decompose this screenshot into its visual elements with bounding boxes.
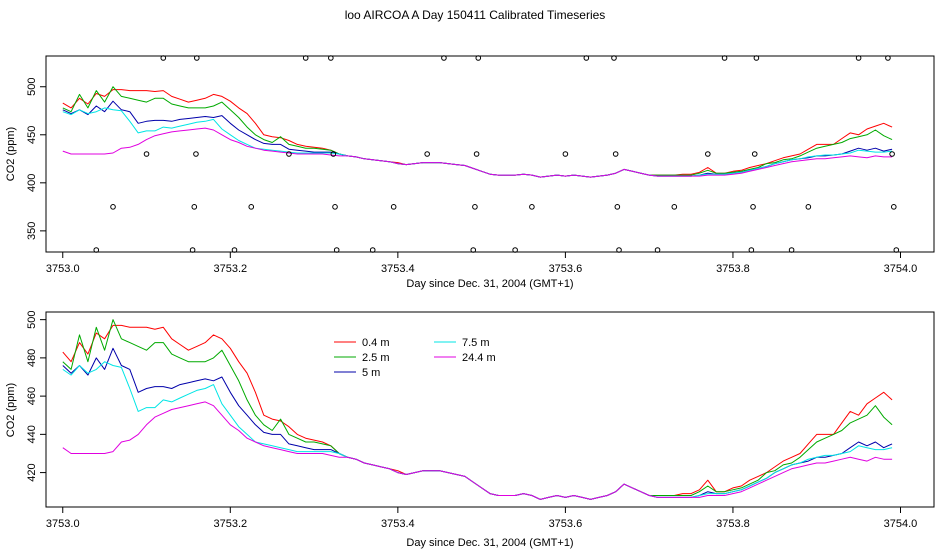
bottom-panel: 3753.0 3753.2 3753.4 3753.6 3753.8 3754.0 420 4… [5, 310, 935, 549]
top-marker-point [750, 204, 756, 210]
legend-label: 24.4 m [462, 352, 496, 364]
top-marker-point [390, 204, 397, 210]
top-x-tick-label: 3753.4 [381, 263, 415, 275]
top-plot-frame [45, 55, 935, 253]
bottom-axes-group: 3753.0 3753.2 3753.4 3753.6 3753.8 3754.0 420 4… [26, 310, 917, 530]
top-x-tick-label: 3753.2 [213, 263, 247, 275]
top-marker-point [328, 55, 334, 61]
top-marker-point [721, 55, 728, 61]
top-marker-point [424, 151, 430, 157]
top-y-tick-label: 500 [26, 78, 38, 96]
top-axes-group: 3753.0 3753.2 3753.4 3753.6 3753.8 3754.0 350 4… [26, 78, 917, 275]
bottom-x-tick-label: 3753.0 [46, 518, 80, 530]
bottom-y-axis-title: CO2 (ppm) [5, 383, 17, 437]
top-marker-point [110, 204, 116, 210]
top-marker-point [333, 247, 340, 253]
top-marker-point [441, 55, 447, 61]
top-x-tick-label: 3754.0 [884, 263, 918, 275]
top-marker-group [93, 55, 900, 253]
bottom-x-axis-title: Day since Dec. 31, 2004 (GMT+1) [406, 537, 573, 549]
top-marker-point [562, 151, 569, 157]
bottom-x-tick-label: 3753.6 [549, 518, 583, 530]
bottom-y-tick-label: 440 [26, 425, 38, 443]
top-marker-point [748, 247, 755, 253]
top-marker-point [751, 151, 758, 157]
bottom-series-group [62, 319, 893, 500]
top-y-tick-label: 450 [26, 126, 38, 144]
top-marker-point [671, 204, 678, 210]
top-marker-point [753, 55, 760, 61]
top-marker-point [248, 204, 255, 210]
top-marker-point [705, 151, 711, 157]
top-marker-point [369, 247, 376, 253]
top-marker-point [583, 55, 590, 61]
top-marker-point [470, 247, 477, 253]
top-marker-point [529, 204, 535, 210]
top-x-axis-title: Day since Dec. 31, 2004 (GMT+1) [406, 278, 573, 290]
top-series-group [62, 86, 893, 178]
top-x-tick-label: 3753.8 [716, 263, 750, 275]
top-marker-point [189, 247, 196, 253]
top-marker-point [889, 151, 895, 157]
top-marker-point [855, 55, 862, 61]
top-marker-point [472, 204, 478, 210]
legend: 0.4 m 2.5 m 5 m 7.5 m 24.4 m [334, 337, 496, 379]
top-x-tick-label: 3753.0 [46, 263, 80, 275]
bottom-x-tick-label: 3753.4 [381, 518, 415, 530]
bottom-y-tick-label: 500 [26, 310, 38, 328]
bottom-series-line-24-4-m [62, 401, 893, 500]
top-y-tick-label: 350 [26, 222, 38, 240]
top-marker-point [890, 204, 897, 210]
figure-title: loo AIRCOA A Day 150411 Calibrated Times… [345, 8, 606, 22]
top-marker-point [614, 204, 621, 210]
top-marker-point [611, 55, 617, 61]
top-marker-point [654, 247, 661, 253]
top-marker-point [330, 151, 337, 157]
legend-label: 5 m [362, 367, 380, 379]
top-marker-point [193, 55, 200, 61]
top-series-line-24-4-m [62, 127, 893, 178]
top-y-axis-title: CO2 (ppm) [5, 127, 17, 181]
legend-label: 7.5 m [462, 337, 490, 349]
top-marker-point [512, 247, 518, 253]
bottom-x-tick-label: 3753.2 [213, 518, 247, 530]
top-y-tick-label: 400 [26, 174, 38, 192]
legend-label: 0.4 m [362, 337, 390, 349]
legend-label: 2.5 m [362, 352, 390, 364]
top-marker-point [143, 151, 150, 157]
top-marker-point [788, 247, 795, 253]
top-marker-point [805, 204, 812, 210]
top-marker-point [332, 204, 338, 210]
bottom-plot-frame [45, 311, 935, 508]
top-marker-point [160, 55, 167, 61]
bottom-y-tick-label: 460 [26, 387, 38, 405]
top-marker-point [191, 204, 198, 210]
top-marker-point [302, 55, 309, 61]
top-marker-point [231, 247, 238, 253]
top-marker-point [612, 151, 619, 157]
top-x-tick-label: 3753.6 [549, 263, 583, 275]
top-marker-point [893, 247, 900, 253]
top-panel: 3753.0 3753.2 3753.4 3753.6 3753.8 3754.0 350 4… [5, 55, 935, 290]
bottom-x-tick-label: 3754.0 [884, 518, 918, 530]
top-marker-point [473, 151, 480, 157]
bottom-y-tick-label: 480 [26, 349, 38, 367]
top-marker-point [193, 151, 199, 157]
top-marker-point [475, 55, 482, 61]
top-marker-point [885, 55, 891, 61]
top-marker-point [93, 247, 100, 253]
bottom-y-tick-label: 420 [26, 463, 38, 481]
top-marker-point [286, 151, 292, 157]
top-marker-point [616, 247, 622, 253]
bottom-x-tick-label: 3753.8 [716, 518, 750, 530]
